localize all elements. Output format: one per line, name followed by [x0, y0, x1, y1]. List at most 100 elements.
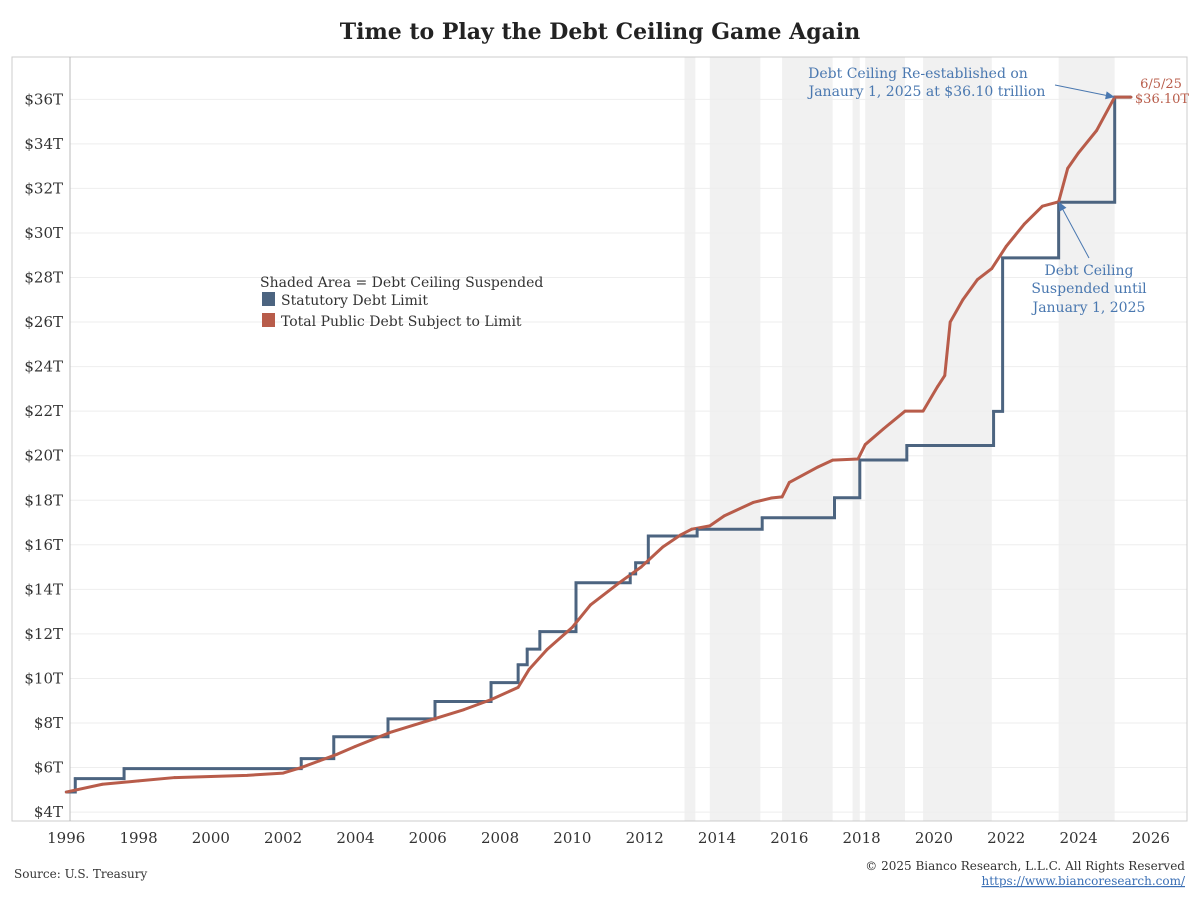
public-debt-point — [752, 501, 755, 504]
public-debt-point — [517, 686, 520, 689]
public-debt-point — [976, 278, 979, 281]
public-debt-point — [770, 497, 773, 500]
x-tick-label: 1996 — [47, 829, 85, 847]
suspension-shading — [684, 57, 1114, 821]
public-debt-point — [1023, 223, 1026, 226]
debt-limit-point — [387, 717, 390, 720]
y-tick-label: $18T — [24, 491, 63, 509]
debt-limit-point — [300, 757, 303, 760]
public-debt-point — [723, 514, 726, 517]
public-debt-point — [949, 321, 952, 324]
y-tick-label: $26T — [24, 313, 63, 331]
debt-limit-point — [434, 700, 437, 703]
suspended-line-2: Suspended until — [1031, 281, 1147, 297]
y-axis-ticks: $4T $6T $8T $10T $12T $14T $16T $18T $20T $22T $24… — [24, 90, 63, 821]
legend: Shaded Area = Debt Ceiling Suspended Sta… — [260, 275, 543, 330]
public-debt-point — [904, 410, 907, 413]
public-debt-point — [990, 267, 993, 270]
legend-label-debt: Total Public Debt Subject to Limit — [281, 314, 522, 330]
debt-limit-point — [1001, 256, 1004, 259]
debt-limit-point — [629, 572, 632, 575]
website-link[interactable]: https://www.biancoresearch.com/ — [981, 874, 1185, 888]
public-debt-point — [246, 774, 249, 777]
y-tick-label: $22T — [24, 402, 63, 420]
public-debt-point — [390, 731, 393, 734]
public-debt-point — [864, 443, 867, 446]
x-axis-ticks: 1996 1998 2000 2002 2004 2006 2008 2010 2012 2014… — [47, 829, 1170, 847]
x-tick-label: 2022 — [987, 829, 1025, 847]
debt-limit-point — [575, 581, 578, 584]
suspension-band-5 — [923, 57, 992, 821]
public-debt-point — [788, 481, 791, 484]
gridlines — [70, 99, 1187, 812]
x-tick-label: 2020 — [915, 829, 953, 847]
x-tick-label: 2024 — [1059, 829, 1097, 847]
suspended-line-1: Debt Ceiling — [1045, 263, 1134, 279]
public-debt-point — [354, 745, 357, 748]
reestablished-line-1: Debt Ceiling Re-established on — [808, 66, 1028, 82]
reestablished-line-2: Janaury 1, 2025 at $36.10 trillion — [807, 84, 1046, 100]
x-tick-label: 2006 — [409, 829, 447, 847]
x-tick-label: 2004 — [336, 829, 374, 847]
public-debt-point — [300, 766, 303, 769]
public-debt-point — [463, 708, 466, 711]
suspension-band-3 — [853, 57, 860, 821]
y-tick-label: $16T — [24, 536, 63, 554]
x-tick-label: 1998 — [119, 829, 157, 847]
public-debt-point — [1130, 96, 1133, 99]
public-debt-point — [922, 410, 925, 413]
public-debt-point — [426, 719, 429, 722]
public-debt-point — [1066, 167, 1069, 170]
copyright-note: © 2025 Bianco Research, L.L.C. All Right… — [865, 859, 1185, 873]
plot-frame — [12, 57, 1187, 821]
public-debt-point — [661, 546, 664, 549]
debt-limit-point — [123, 767, 126, 770]
public-debt-point — [209, 775, 212, 778]
x-tick-label: 2008 — [481, 829, 519, 847]
source-note: Source: U.S. Treasury — [14, 867, 147, 881]
debt-limit-point — [538, 630, 541, 633]
public-debt-point — [173, 776, 176, 779]
public-debt-point — [137, 780, 140, 783]
x-tick-label: 2018 — [843, 829, 881, 847]
debt-limit-point — [833, 496, 836, 499]
public-debt-point — [101, 783, 104, 786]
legend-swatch-limit — [262, 292, 275, 306]
debt-limit-point — [526, 648, 529, 651]
y-tick-label: $36T — [24, 90, 63, 108]
x-tick-label: 2014 — [698, 829, 736, 847]
x-tick-label: 2000 — [192, 829, 230, 847]
debt-limit-point — [647, 535, 650, 538]
end-date-label: 6/5/25 — [1140, 77, 1182, 92]
public-debt-point — [857, 458, 860, 461]
public-debt-point — [589, 604, 592, 607]
public-debt-point — [882, 428, 885, 431]
public-debt-point — [571, 626, 574, 629]
public-debt-point — [1041, 205, 1044, 208]
debt-limit-point — [905, 444, 908, 447]
y-tick-label: $34T — [24, 135, 63, 153]
public-debt-point — [490, 698, 493, 701]
suspended-line-3: January 1, 2025 — [1031, 300, 1146, 316]
y-tick-label: $8T — [34, 714, 63, 732]
public-debt-point — [708, 524, 711, 527]
public-debt-point — [831, 459, 834, 462]
public-debt-point — [679, 533, 682, 536]
y-tick-label: $4T — [34, 803, 63, 821]
y-tick-label: $30T — [24, 224, 63, 242]
public-debt-point — [546, 648, 549, 651]
suspension-band-0 — [684, 57, 695, 821]
public-debt-point — [1095, 129, 1098, 132]
suspension-band-2 — [782, 57, 833, 821]
public-debt-point — [618, 581, 621, 584]
public-debt-point — [318, 759, 321, 762]
legend-label-limit: Statutory Debt Limit — [281, 293, 428, 309]
x-tick-label: 2012 — [626, 829, 664, 847]
debt-limit-point — [761, 516, 764, 519]
debt-limit-point — [634, 561, 637, 564]
x-tick-label: 2002 — [264, 829, 302, 847]
x-tick-label: 2026 — [1132, 829, 1170, 847]
public-debt-point — [336, 753, 339, 756]
x-tick-label: 2010 — [553, 829, 591, 847]
